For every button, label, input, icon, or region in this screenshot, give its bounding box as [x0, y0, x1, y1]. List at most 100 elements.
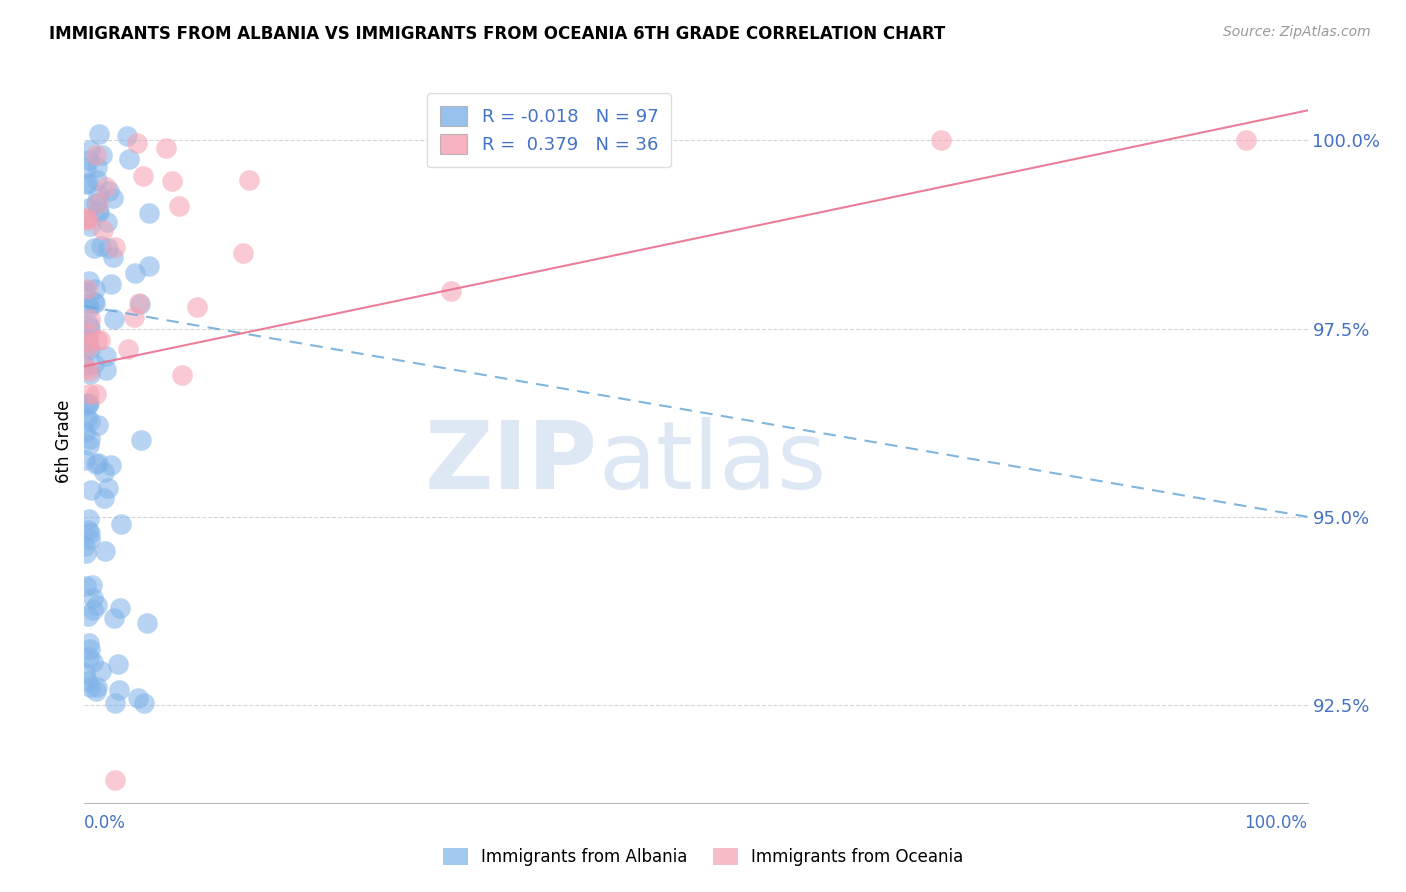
- Point: [101, 190, 124, 204]
- Point: [76, 411, 98, 425]
- Point: [84, 148, 107, 162]
- Point: [76, 673, 98, 688]
- Point: [91, 223, 114, 237]
- Point: [128, 295, 150, 310]
- Point: [122, 310, 145, 325]
- Point: [90, 664, 112, 678]
- Point: [96, 215, 118, 229]
- Point: [76, 341, 98, 355]
- Point: [104, 696, 127, 710]
- Point: [93, 491, 115, 505]
- Point: [170, 368, 193, 382]
- Point: [73, 358, 96, 372]
- Point: [77, 398, 100, 412]
- Point: [77, 318, 100, 333]
- Point: [77, 512, 100, 526]
- Point: [77, 650, 100, 665]
- Point: [75, 546, 97, 560]
- Point: [127, 690, 149, 705]
- Point: [115, 128, 138, 143]
- Point: [82, 591, 104, 605]
- Point: [82, 655, 104, 669]
- Point: [136, 616, 159, 631]
- Point: [93, 544, 115, 558]
- Point: [138, 259, 160, 273]
- Point: [75, 211, 97, 225]
- Point: [104, 240, 127, 254]
- Point: [87, 188, 110, 202]
- Y-axis label: 6th Grade: 6th Grade: [55, 400, 73, 483]
- Point: [129, 297, 152, 311]
- Point: [76, 282, 98, 296]
- Point: [98, 184, 121, 198]
- Point: [77, 609, 100, 624]
- Point: [238, 173, 260, 187]
- Point: [108, 601, 131, 615]
- Text: IMMIGRANTS FROM ALBANIA VS IMMIGRANTS FROM OCEANIA 6TH GRADE CORRELATION CHART: IMMIGRANTS FROM ALBANIA VS IMMIGRANTS FR…: [49, 25, 945, 43]
- Point: [75, 579, 97, 593]
- Point: [101, 250, 124, 264]
- Point: [83, 241, 105, 255]
- Point: [97, 481, 120, 495]
- Point: [77, 202, 100, 216]
- Point: [124, 266, 146, 280]
- Point: [160, 174, 183, 188]
- Point: [79, 532, 101, 546]
- Legend: R = -0.018   N = 97, R =  0.379   N = 36: R = -0.018 N = 97, R = 0.379 N = 36: [427, 93, 671, 167]
- Point: [89, 333, 111, 347]
- Point: [118, 152, 141, 166]
- Point: [76, 213, 98, 227]
- Point: [76, 334, 98, 349]
- Point: [155, 141, 177, 155]
- Point: [87, 204, 110, 219]
- Point: [73, 425, 96, 439]
- Point: [79, 413, 101, 427]
- Point: [86, 334, 108, 348]
- Point: [75, 177, 97, 191]
- Point: [100, 277, 122, 291]
- Point: [83, 282, 105, 296]
- Point: [134, 696, 156, 710]
- Point: [84, 684, 107, 698]
- Point: [93, 465, 115, 479]
- Point: [77, 301, 100, 315]
- Point: [75, 211, 97, 226]
- Point: [94, 349, 117, 363]
- Point: [167, 198, 190, 212]
- Point: [103, 311, 125, 326]
- Point: [79, 642, 101, 657]
- Point: [86, 160, 108, 174]
- Point: [91, 147, 114, 161]
- Point: [82, 603, 104, 617]
- Point: [87, 418, 110, 433]
- Point: [77, 635, 100, 649]
- Point: [132, 169, 155, 184]
- Point: [117, 343, 139, 357]
- Point: [77, 176, 100, 190]
- Point: [108, 683, 131, 698]
- Legend: Immigrants from Albania, Immigrants from Oceania: Immigrants from Albania, Immigrants from…: [436, 841, 970, 873]
- Point: [79, 367, 101, 381]
- Point: [90, 239, 112, 253]
- Point: [79, 525, 101, 540]
- Point: [79, 311, 101, 326]
- Point: [77, 153, 100, 167]
- Point: [79, 438, 101, 452]
- Point: [86, 458, 108, 472]
- Point: [77, 274, 100, 288]
- Point: [103, 611, 125, 625]
- Point: [79, 342, 101, 356]
- Point: [125, 136, 148, 151]
- Point: [186, 300, 208, 314]
- Text: 0.0%: 0.0%: [84, 814, 127, 832]
- Point: [100, 458, 122, 473]
- Point: [107, 657, 129, 671]
- Point: [1236, 133, 1258, 147]
- Point: [138, 206, 160, 220]
- Point: [80, 483, 103, 497]
- Point: [79, 321, 101, 335]
- Point: [79, 143, 101, 157]
- Point: [83, 295, 105, 310]
- Point: [104, 773, 127, 788]
- Point: [73, 539, 96, 553]
